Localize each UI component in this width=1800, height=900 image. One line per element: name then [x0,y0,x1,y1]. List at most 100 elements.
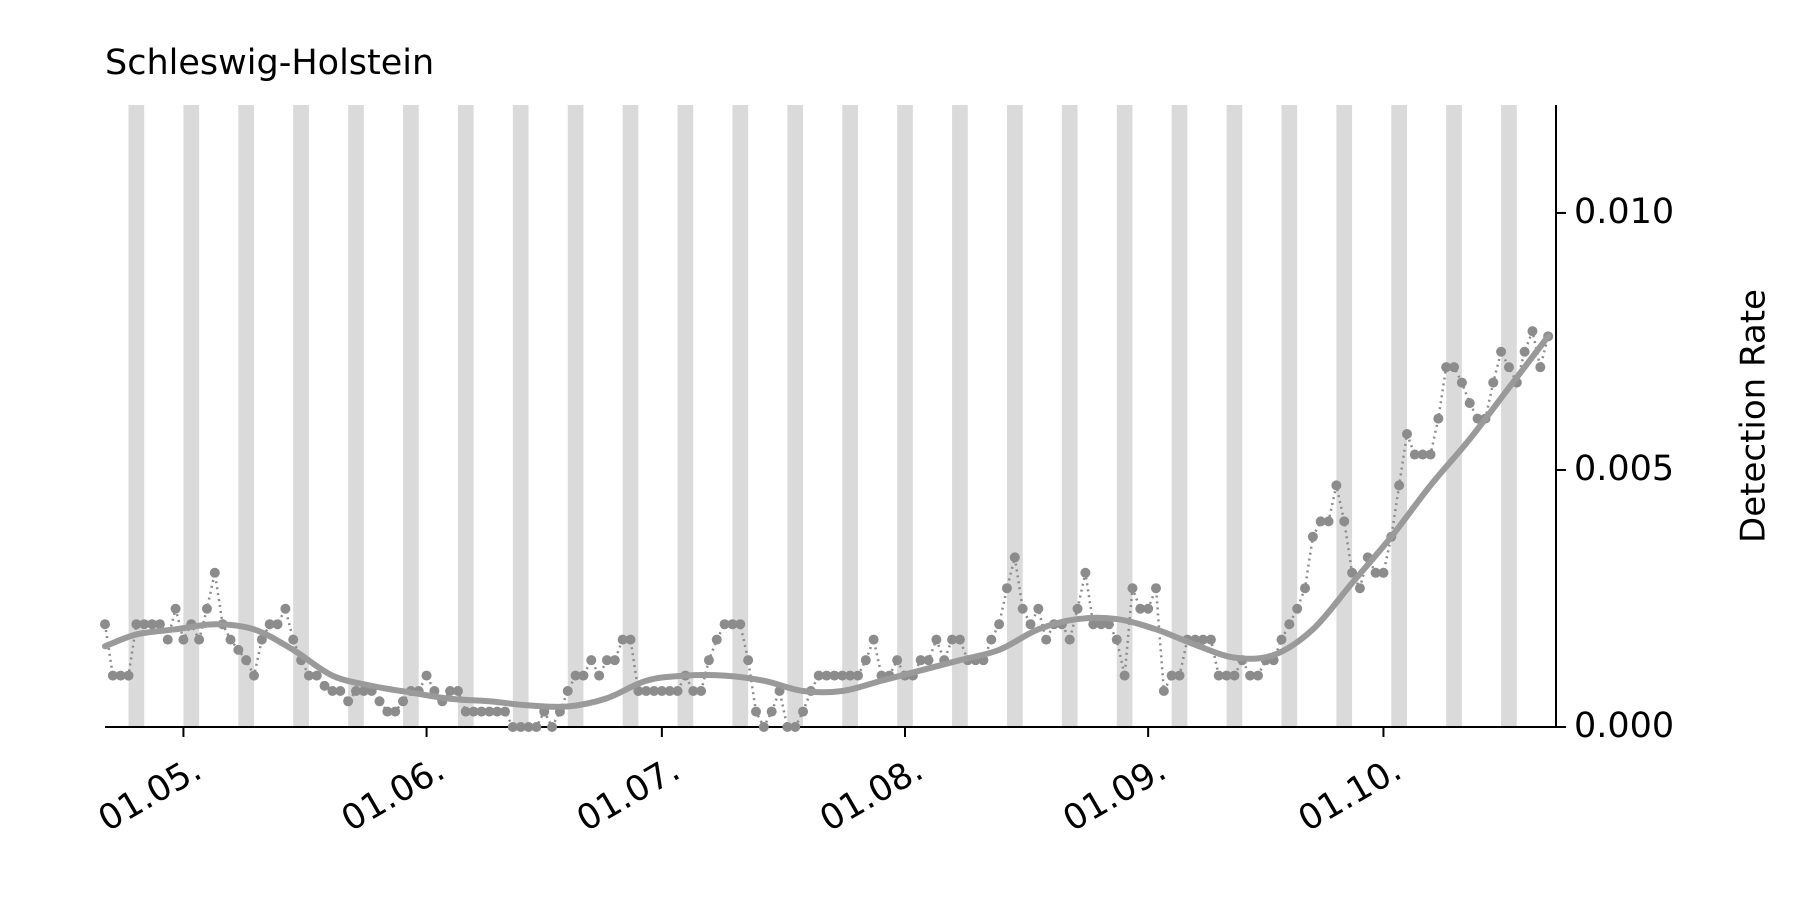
data-point [829,670,840,681]
data-point [1096,619,1107,630]
data-point [1111,634,1122,645]
data-point [570,670,581,681]
data-point [1496,346,1507,357]
data-point [1433,413,1444,424]
weekend-band [512,105,529,727]
data-point [1456,377,1467,388]
weekend-band [1446,105,1462,727]
data-point [821,670,832,681]
data-point [562,686,573,697]
data-point [1464,398,1475,409]
data-point [100,619,110,630]
data-point [1370,567,1381,578]
x-tick-label: 01.05. [92,750,208,840]
data-point [115,670,126,681]
data-point [1347,567,1358,578]
weekend-band [183,105,200,727]
weekend-band [622,105,639,727]
data-point [194,634,205,645]
data-point [790,722,801,732]
data-point [1001,583,1012,594]
data-point [452,686,463,697]
data-point [500,706,511,717]
data-point [209,567,220,578]
data-point [492,706,503,717]
weekend-band [567,105,584,727]
data-point [1143,603,1154,614]
data-point [398,696,409,707]
data-point [923,655,934,666]
data-point [656,686,667,697]
weekend-band [348,105,364,727]
data-point [1417,449,1428,460]
data-point [1150,583,1161,594]
data-point [696,686,707,697]
data-point [327,686,338,697]
data-point [256,634,267,645]
data-point [1394,480,1405,491]
data-point [311,670,322,681]
data-point [147,619,158,630]
data-point [225,634,236,645]
data-point [1252,670,1263,681]
data-point [852,670,863,681]
x-tick-label: 01.08. [813,750,929,840]
data-point [1449,362,1460,373]
data-point [860,655,871,666]
weekend-band [1226,105,1243,727]
data-point [766,706,777,717]
data-point [798,706,809,717]
data-point [280,603,291,614]
data-point [1535,362,1546,373]
data-point [1088,619,1099,630]
data-point [468,706,479,717]
x-tick-label: 01.07. [570,750,686,840]
data-point [374,696,385,707]
data-point [1300,583,1311,594]
weekend-band [1281,105,1298,727]
data-point [1033,603,1044,614]
data-point [178,634,189,645]
data-point [1284,619,1295,630]
data-point [1488,377,1499,388]
weekend-band [128,105,145,727]
data-point [1527,326,1538,337]
data-point [586,655,597,666]
weekend-band [787,105,804,727]
data-point [523,722,534,732]
weekend-band [403,105,419,727]
data-point [641,686,652,697]
data-point [782,722,793,732]
data-point [931,634,942,645]
weekend-band [457,105,474,727]
data-point [986,634,997,645]
data-point [1503,362,1514,373]
weekend-band [1171,105,1188,727]
data-point [233,644,244,655]
data-point [688,686,699,697]
data-point [1135,603,1146,614]
data-point [272,619,283,630]
data-point [994,619,1005,630]
data-point [249,670,260,681]
data-point [1103,619,1114,630]
data-point [727,619,738,630]
data-point [201,603,212,614]
weekend-band [1501,105,1517,727]
y-tick-label: 0.010 [1574,192,1674,232]
weekend-band [842,105,858,727]
x-tick-label: 01.06. [335,750,451,840]
data-point [1166,670,1177,681]
data-point [241,655,252,666]
data-point [868,634,879,645]
data-point [633,686,644,697]
data-point [350,686,361,697]
data-point [1315,516,1326,527]
chart-title: Schleswig-Holstein [105,43,434,83]
data-point [476,706,487,717]
data-point [1221,670,1232,681]
data-point [1119,670,1130,681]
data-point [578,670,589,681]
data-point [735,619,746,630]
